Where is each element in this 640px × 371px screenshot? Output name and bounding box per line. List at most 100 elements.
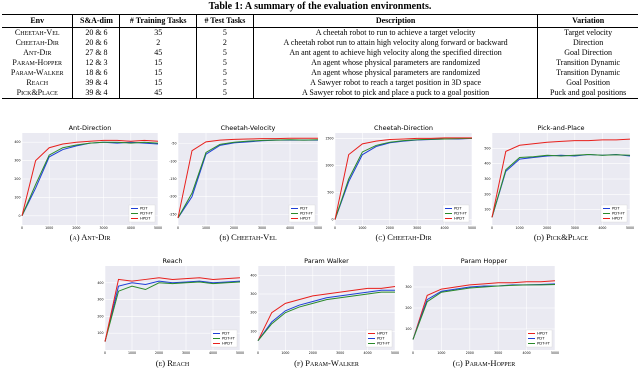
y-tick-label: -200	[169, 195, 176, 199]
series-line	[104, 281, 241, 342]
table-cell: Reach	[26, 78, 49, 87]
legend-label: PDT-FT	[612, 211, 626, 216]
legend-label: HPDT	[377, 331, 388, 336]
y-tick-label: 100	[484, 208, 490, 212]
x-tick-label: 1000	[516, 226, 524, 230]
y-tick-label: 100	[97, 331, 103, 335]
x-tick-label: 2000	[309, 351, 317, 355]
table-cell: Param-Walker	[10, 68, 64, 77]
y-tick-label: 500	[327, 191, 333, 195]
legend-label: HPDT	[300, 216, 311, 221]
table-cell: 15	[119, 58, 197, 68]
table-cell: 5	[195, 78, 254, 88]
series-line	[104, 280, 241, 342]
table-cell: 39 & 4	[72, 78, 120, 88]
y-tick-label: 200	[14, 177, 20, 181]
legend-label: PDT-FT	[300, 211, 314, 216]
y-tick-label: 500	[484, 146, 490, 150]
legend-label: PDT	[454, 206, 462, 211]
table-cell: A Sawyer robot to pick and place a puck …	[252, 88, 538, 99]
y-tick-label: 200	[97, 314, 103, 318]
caption: (a) Ant-Dir	[70, 232, 111, 242]
y-tick-label: 200	[405, 306, 411, 310]
caption: (e) Reach	[156, 358, 190, 368]
column-header: Description	[252, 14, 538, 28]
legend-box	[600, 204, 628, 223]
series-line	[21, 139, 159, 216]
chart-title: Ant-Direction	[69, 124, 112, 132]
y-tick-label: 300	[484, 177, 490, 181]
legend-label: PDT-FT	[140, 211, 154, 216]
table-cell: Cheetah-Dir	[15, 38, 59, 47]
table-row: Cheetah-Vel 20 & 6 35 5 A cheetah robot to r…	[2, 27, 638, 38]
column-header: Variation	[537, 14, 638, 28]
x-tick-label: 1000	[281, 351, 289, 355]
chart-title: Param Hopper	[461, 257, 508, 265]
table-cell: Transition Dynamic	[537, 68, 638, 78]
series-line	[21, 141, 159, 216]
series-line	[491, 138, 631, 218]
x-tick-label: 3000	[258, 226, 266, 230]
legend-box	[128, 204, 156, 223]
legend-label: HPDT	[537, 331, 548, 336]
table-cell: 27 & 8	[72, 48, 120, 58]
x-tick-label: 3000	[413, 226, 421, 230]
x-tick-label: 2000	[230, 226, 238, 230]
x-tick-label: 2000	[155, 351, 163, 355]
legend-label: PDT	[537, 336, 545, 341]
legend-label: HPDT	[222, 341, 233, 346]
caption: (d) Pick&Place	[534, 232, 589, 242]
table-cell: 2	[195, 38, 254, 48]
x-tick-label: 5000	[154, 226, 162, 230]
table-cell: 20 & 6	[72, 38, 120, 48]
table-cell: 20 & 6	[72, 27, 120, 38]
table-cell: Goal Direction	[537, 48, 638, 58]
x-tick-label: 1000	[202, 226, 210, 230]
chart-title: Cheetah-Velocity	[221, 124, 276, 132]
series-line	[334, 137, 472, 220]
legend-box	[525, 329, 553, 348]
x-tick-label: 1000	[437, 351, 445, 355]
table-cell: Transition Dynamic	[537, 58, 638, 68]
x-tick-label: 2000	[72, 226, 80, 230]
legend-label: PDT	[300, 206, 308, 211]
table-cell: Ant-Dir	[23, 48, 52, 57]
y-tick-label: -150	[169, 177, 176, 181]
table-cell: An agent whose physical parameters are r…	[252, 68, 538, 78]
x-tick-label: 5000	[314, 226, 322, 230]
x-tick-label: 5000	[551, 351, 559, 355]
y-tick-label: 100	[14, 195, 20, 199]
x-tick-label: 2000	[386, 226, 394, 230]
chart-title: Cheetah-Direction	[374, 124, 433, 132]
y-tick-label: 1000	[325, 163, 333, 167]
x-tick-label: 2000	[466, 351, 474, 355]
series-line	[177, 137, 318, 219]
x-tick-label: 0	[104, 351, 106, 355]
legend-label: HPDT	[454, 216, 465, 221]
y-tick-label: 1500	[325, 136, 333, 140]
table-cell: Puck and goal positions	[537, 88, 638, 99]
chart-title: Pick-and-Place	[537, 124, 584, 132]
table-cell: 15	[119, 68, 197, 78]
x-tick-label: 0	[177, 226, 179, 230]
y-tick-label: 0	[18, 214, 20, 218]
caption: (f) Param-Walker	[294, 358, 359, 368]
y-tick-label: 300	[14, 159, 20, 163]
y-tick-label: 400	[250, 273, 256, 277]
y-tick-label: 400	[484, 162, 490, 166]
series-line	[104, 277, 241, 342]
caption: (g) Param-Hopper	[453, 358, 516, 368]
table-row: Ant-Dir 27 & 8 45 5 An ant agent to achieve …	[2, 48, 638, 58]
x-tick-label: 5000	[468, 226, 476, 230]
x-tick-label: 4000	[209, 351, 217, 355]
x-tick-label: 0	[412, 351, 414, 355]
legend-label: PDT-FT	[454, 211, 468, 216]
chart-title: Reach	[163, 257, 183, 265]
y-tick-label: 400	[14, 140, 20, 144]
x-tick-label: 4000	[598, 226, 606, 230]
table-cell: Direction	[537, 38, 638, 48]
table-cell: Goal Position	[537, 78, 638, 88]
series-line	[412, 280, 556, 340]
x-tick-label: 3000	[494, 351, 502, 355]
